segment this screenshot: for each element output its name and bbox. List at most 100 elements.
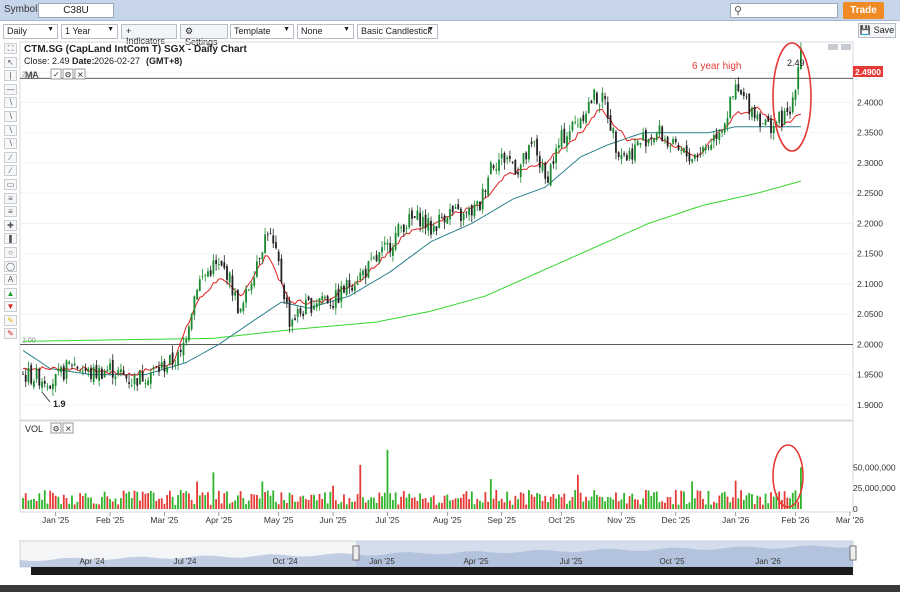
volume-bar <box>57 496 60 509</box>
volume-bar <box>712 501 715 509</box>
candle-body <box>32 381 35 387</box>
trade-button[interactable]: Trade <box>843 2 884 19</box>
volume-bar <box>228 503 231 509</box>
candle-body <box>721 130 723 133</box>
candle <box>201 269 204 280</box>
navigator-handle-right[interactable] <box>849 545 857 561</box>
volume-bar <box>470 491 473 509</box>
candle <box>702 145 704 157</box>
circle-icon[interactable]: ○ <box>4 246 17 258</box>
interval-select[interactable]: Daily ▼ <box>3 24 58 39</box>
volume-bar <box>226 491 228 509</box>
volume-bar <box>313 494 315 509</box>
candle-body <box>579 118 582 129</box>
fullscreen-icon[interactable]: ⛶ <box>4 43 17 54</box>
save-button[interactable]: 💾 Save <box>858 23 896 38</box>
volume-bar <box>740 490 742 509</box>
chart-scrollbar[interactable] <box>31 567 853 575</box>
y-tick-label: 2.1500 <box>857 249 883 259</box>
candle <box>299 306 302 317</box>
search-input[interactable]: ⚲ <box>730 3 838 18</box>
fibonacci-fan-icon[interactable]: ≡ <box>4 206 17 218</box>
arrow-line-icon[interactable]: ∖ <box>4 138 17 150</box>
eraser-icon[interactable]: ✎ <box>4 328 17 340</box>
volume-bar <box>683 491 685 509</box>
horizontal-levels: 2.442.00 <box>20 71 853 345</box>
extended-line-icon[interactable]: ∖ <box>4 124 17 136</box>
horizontal-line-icon[interactable]: — <box>4 83 17 95</box>
candle-body <box>566 136 568 146</box>
candle <box>57 363 60 376</box>
ray-icon[interactable]: ∖ <box>4 110 17 122</box>
ma-close-icon[interactable] <box>74 68 86 80</box>
candle <box>256 255 258 279</box>
volume-bar <box>73 504 76 509</box>
expand-icon[interactable] <box>841 44 851 50</box>
candle-body <box>508 156 511 159</box>
candle-body <box>642 133 645 141</box>
volume-bar <box>171 496 174 509</box>
fibonacci-retracement-icon[interactable]: ≡ <box>4 192 17 204</box>
candle-body <box>375 254 378 262</box>
chart-style-select[interactable]: Basic Candlestick ▼ <box>357 24 438 39</box>
candle-body <box>389 243 392 253</box>
volume-bar <box>753 504 756 509</box>
trend-line-icon[interactable]: ∖ <box>4 97 17 109</box>
candle-body <box>631 148 634 160</box>
candle <box>220 260 223 267</box>
arrow-down-icon[interactable]: ▼ <box>4 301 17 313</box>
parallel-channel-icon[interactable]: ∕ <box>4 151 17 163</box>
ma-controls: ✓ ⚙ ✕ <box>50 68 86 80</box>
settings-button[interactable]: ⚙ Settings <box>180 24 228 47</box>
template-select[interactable]: Template ▼ <box>230 24 294 39</box>
candle <box>688 148 691 165</box>
compare-select[interactable]: None ▼ <box>297 24 354 39</box>
candle <box>672 136 674 145</box>
candle <box>756 111 759 122</box>
indicators-button[interactable]: + Indicators <box>121 24 177 46</box>
chevron-down-icon: ▼ <box>427 26 434 33</box>
arrow-up-icon[interactable]: ▲ <box>4 287 17 299</box>
price-chart[interactable]: 2.45002.40002.35002.30002.25002.20002.15… <box>0 40 900 585</box>
candle-body <box>92 367 95 382</box>
volume-bar <box>307 500 310 509</box>
top-bar: Symbols: C38U ⚲ Trade <box>0 0 900 21</box>
ma-check-icon[interactable] <box>50 68 62 80</box>
volume-bar <box>160 498 163 509</box>
candle <box>158 361 160 376</box>
y-tick-label: 1.9000 <box>857 400 883 410</box>
highlighter-icon[interactable]: ✎ <box>4 314 17 326</box>
symbol-input[interactable]: C38U <box>38 3 114 18</box>
text-tool-icon[interactable]: A <box>4 274 17 286</box>
candle-body <box>334 290 337 309</box>
candle <box>476 200 479 212</box>
vol-settings-icon[interactable] <box>50 422 62 434</box>
candle-body <box>158 366 160 372</box>
navigator-handle-left[interactable] <box>352 545 360 561</box>
candle-body <box>783 110 786 125</box>
volume-bar <box>568 500 571 509</box>
candle <box>177 350 179 371</box>
ellipse-icon[interactable]: ◯ <box>4 260 17 272</box>
candle-body <box>400 227 402 229</box>
candle-body <box>253 277 256 286</box>
candle-body <box>302 313 305 317</box>
fibonacci-timezone-icon[interactable]: ❚ <box>4 233 17 245</box>
range-select[interactable]: 1 Year ▼ <box>61 24 118 39</box>
volume-bar <box>536 492 538 509</box>
vol-close-icon[interactable] <box>62 422 74 434</box>
pointer-icon[interactable]: ↖ <box>4 56 17 68</box>
rectangle-icon[interactable]: ▭ <box>4 178 17 190</box>
volume-bar <box>612 499 615 509</box>
gann-fan-icon[interactable]: ✚ <box>4 219 17 231</box>
volume-bar <box>71 495 73 509</box>
vertical-line-icon[interactable]: | <box>4 70 17 82</box>
volume-bar <box>149 490 152 509</box>
candle-body <box>723 123 726 133</box>
candle-body <box>555 148 558 163</box>
regression-channel-icon[interactable]: ∕ <box>4 165 17 177</box>
camera-icon[interactable] <box>828 44 838 50</box>
volume-bar <box>549 496 552 509</box>
ma-settings-icon[interactable] <box>62 68 74 80</box>
candle <box>223 255 226 271</box>
